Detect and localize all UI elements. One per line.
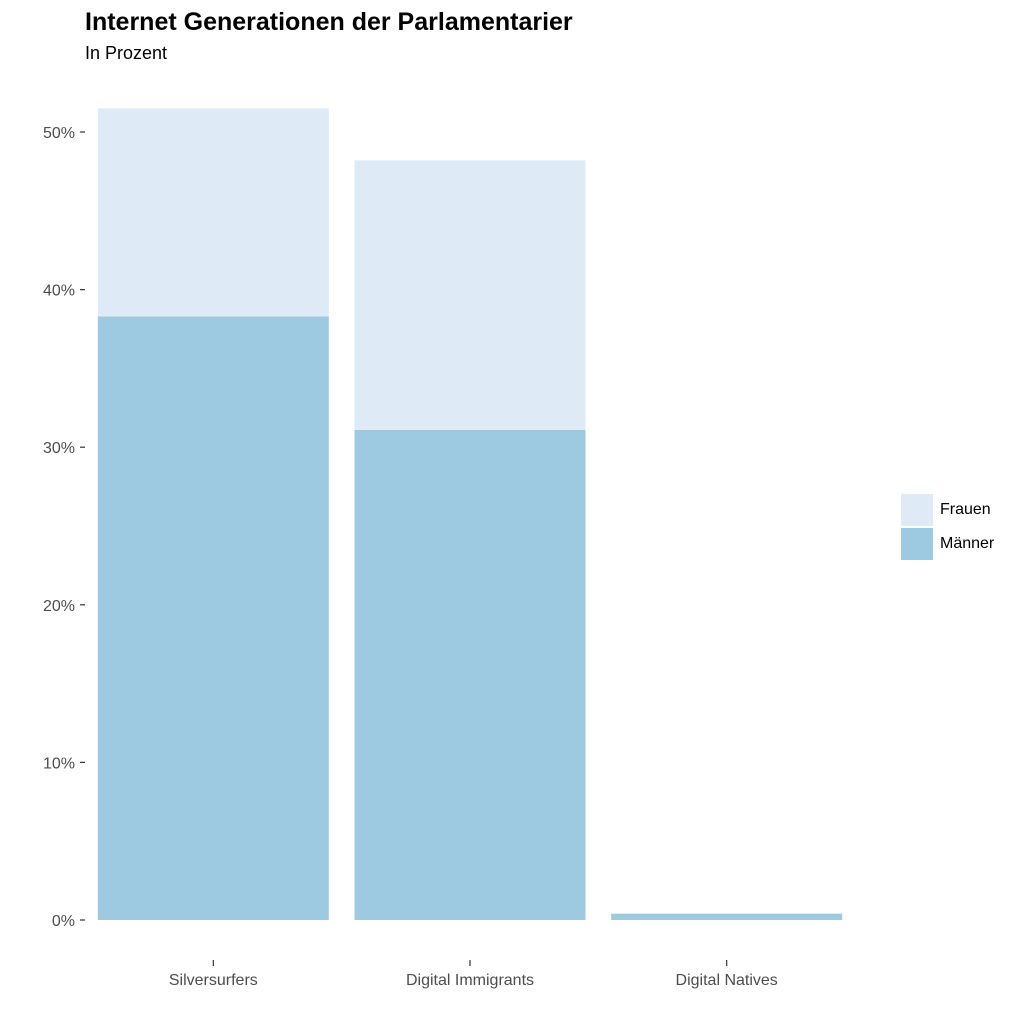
y-tick-label-20: 20% xyxy=(43,598,75,615)
legend-item-maenner: Männer xyxy=(901,527,994,561)
x-tick-label-digital-natives: Digital Natives xyxy=(676,972,778,989)
bar-digital-natives-maenner xyxy=(611,913,843,920)
x-tick-label-silversurfers: Silversurfers xyxy=(169,972,258,989)
legend-label-maenner: Männer xyxy=(940,535,995,552)
legend-swatch-frauen xyxy=(901,494,933,526)
y-tick-label-50: 50% xyxy=(43,125,75,142)
y-tick-label-30: 30% xyxy=(43,440,75,457)
legend: Frauen Männer xyxy=(901,493,994,561)
chart-title: Internet Generationen der Parlamentarier xyxy=(85,8,573,36)
y-axis: 0% 10% 20% 30% 40% 50% xyxy=(43,125,85,930)
legend-item-frauen: Frauen xyxy=(901,493,994,527)
bar-digital-immigrants-frauen xyxy=(354,160,586,430)
legend-swatch-maenner xyxy=(901,528,933,560)
bar-digital-immigrants-maenner xyxy=(354,429,586,920)
bar-silversurfers-maenner xyxy=(97,316,329,921)
y-tick-label-40: 40% xyxy=(43,283,75,300)
x-axis: Silversurfers Digital Immigrants Digital N… xyxy=(169,960,778,989)
y-tick-label-10: 10% xyxy=(43,755,75,772)
legend-label-frauen: Frauen xyxy=(940,501,991,518)
chart-subtitle: In Prozent xyxy=(85,43,168,63)
bar-silversurfers-frauen xyxy=(97,108,329,317)
y-tick-label-0: 0% xyxy=(52,913,75,930)
bars-group xyxy=(97,108,843,921)
x-tick-label-digital-immigrants: Digital Immigrants xyxy=(406,972,534,989)
